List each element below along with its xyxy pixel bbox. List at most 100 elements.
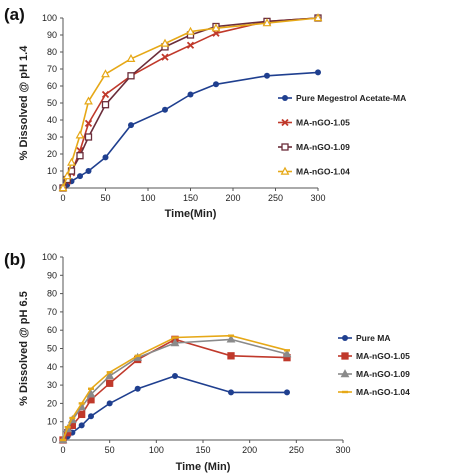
legend-entry: MA-nGO-1.09 — [338, 369, 410, 379]
data-point — [64, 425, 71, 429]
y-tick-label: 10 — [47, 166, 57, 176]
y-tick-label: 30 — [47, 132, 57, 142]
legend-entry: MA-nGO-1.04 — [338, 387, 410, 397]
legend-label: MA-nGO-1.04 — [296, 167, 350, 177]
y-tick-label: 50 — [47, 98, 57, 108]
y-tick-label: 70 — [47, 307, 57, 317]
legend-label: MA-nGO-1.05 — [356, 351, 410, 361]
legend-marker — [340, 369, 350, 378]
x-axis-label: Time(Min) — [165, 208, 217, 220]
legend-label: MA-nGO-1.05 — [296, 118, 350, 128]
series-line — [62, 334, 288, 441]
data-point — [126, 53, 136, 63]
x-axis-label: Time (Min) — [176, 461, 231, 473]
x-tick-label: 50 — [105, 445, 115, 455]
series-line — [62, 338, 288, 441]
data-point — [134, 354, 141, 358]
data-point — [88, 387, 94, 390]
legend-marker — [341, 352, 349, 360]
x-tick-label: 250 — [289, 445, 304, 455]
y-axis-label: % Dissolved @ pH 1.4 — [18, 45, 30, 161]
y-tick-label: 90 — [47, 270, 57, 280]
series-ma-ngo-1-04 — [58, 13, 323, 192]
data-point — [282, 349, 292, 358]
data-point — [186, 41, 195, 49]
legend-entry: MA-nGO-1.09 — [278, 142, 350, 152]
data-point — [88, 413, 94, 420]
data-point — [78, 422, 85, 429]
data-point — [187, 91, 194, 98]
legend-entry: MA-nGO-1.05 — [278, 118, 350, 128]
series-pure-ma — [60, 372, 290, 443]
chart-panel-b: (b) 0 10 20 30 40 50 60 70 80 90 100 0 50 100 150 200 250… — [4, 250, 410, 473]
data-point — [101, 90, 110, 99]
legend-entry: MA-nGO-1.04 — [278, 167, 350, 177]
y-tick-label: 70 — [47, 64, 57, 74]
x-tick-label: 150 — [195, 445, 210, 455]
data-point — [78, 402, 85, 405]
data-point — [102, 154, 109, 161]
legend-entry: Pure MA — [338, 333, 390, 343]
legend-label: MA-nGO-1.09 — [356, 369, 410, 379]
series-ma-ngo-1-09 — [59, 14, 322, 192]
legend-marker — [342, 390, 348, 394]
data-point — [134, 385, 141, 392]
data-point — [315, 69, 321, 76]
x-tick-label: 200 — [242, 445, 257, 455]
series-ma-ngo-1-05 — [59, 14, 322, 192]
data-point — [313, 13, 323, 22]
legend-marker — [342, 335, 348, 341]
legend-marker — [280, 166, 290, 175]
legend-label: Pure MA — [356, 333, 390, 343]
data-point — [85, 168, 92, 174]
data-point — [69, 416, 76, 420]
y-tick-label: 40 — [47, 362, 57, 372]
data-point — [161, 53, 169, 61]
data-point — [106, 400, 113, 407]
data-point — [76, 152, 84, 160]
data-point — [284, 389, 290, 396]
y-tick-label: 0 — [52, 183, 57, 193]
y-tick-label: 60 — [47, 325, 57, 335]
data-point — [106, 371, 113, 374]
data-point — [105, 371, 115, 380]
y-tick-label: 100 — [42, 13, 57, 23]
y-tick-label: 100 — [42, 252, 57, 262]
data-point — [75, 130, 85, 139]
data-point — [101, 69, 110, 78]
y-tick-label: 60 — [47, 81, 57, 91]
y-tick-label: 80 — [47, 47, 57, 57]
y-tick-label: 0 — [52, 435, 57, 445]
x-tick-label: 200 — [225, 193, 240, 203]
legend-marker — [281, 143, 289, 151]
legend-marker — [282, 95, 288, 101]
legend-label: MA-nGO-1.04 — [356, 387, 410, 397]
y-axis-label: % Dissolved @ pH 6.5 — [18, 291, 30, 406]
legend-entry: MA-nGO-1.05 — [338, 351, 410, 361]
y-tick-label: 40 — [47, 115, 57, 125]
legend-label: Pure Megestrol Acetate-MA — [296, 93, 406, 103]
data-point — [284, 349, 290, 352]
data-point — [58, 183, 68, 192]
y-tick-label: 90 — [47, 30, 57, 40]
data-point — [84, 96, 93, 105]
y-tick-label: 20 — [47, 398, 57, 408]
data-point — [264, 72, 270, 79]
panel-label: (a) — [4, 5, 25, 24]
data-point — [101, 101, 110, 109]
data-point — [106, 379, 114, 387]
x-tick-label: 50 — [100, 193, 110, 203]
legend-entry: Pure Megestrol Acetate-MA — [278, 93, 406, 103]
data-point — [162, 106, 168, 113]
x-tick-label: 250 — [268, 193, 283, 203]
x-tick-label: 150 — [183, 193, 198, 203]
data-point — [172, 336, 178, 339]
data-point — [60, 438, 66, 442]
data-point — [78, 410, 86, 419]
data-point — [226, 334, 236, 343]
series-ma-ngo-1-04 — [60, 334, 290, 442]
y-tick-label: 20 — [47, 149, 57, 159]
series-ma-ngo-1-09 — [58, 334, 292, 444]
data-point — [127, 72, 135, 80]
